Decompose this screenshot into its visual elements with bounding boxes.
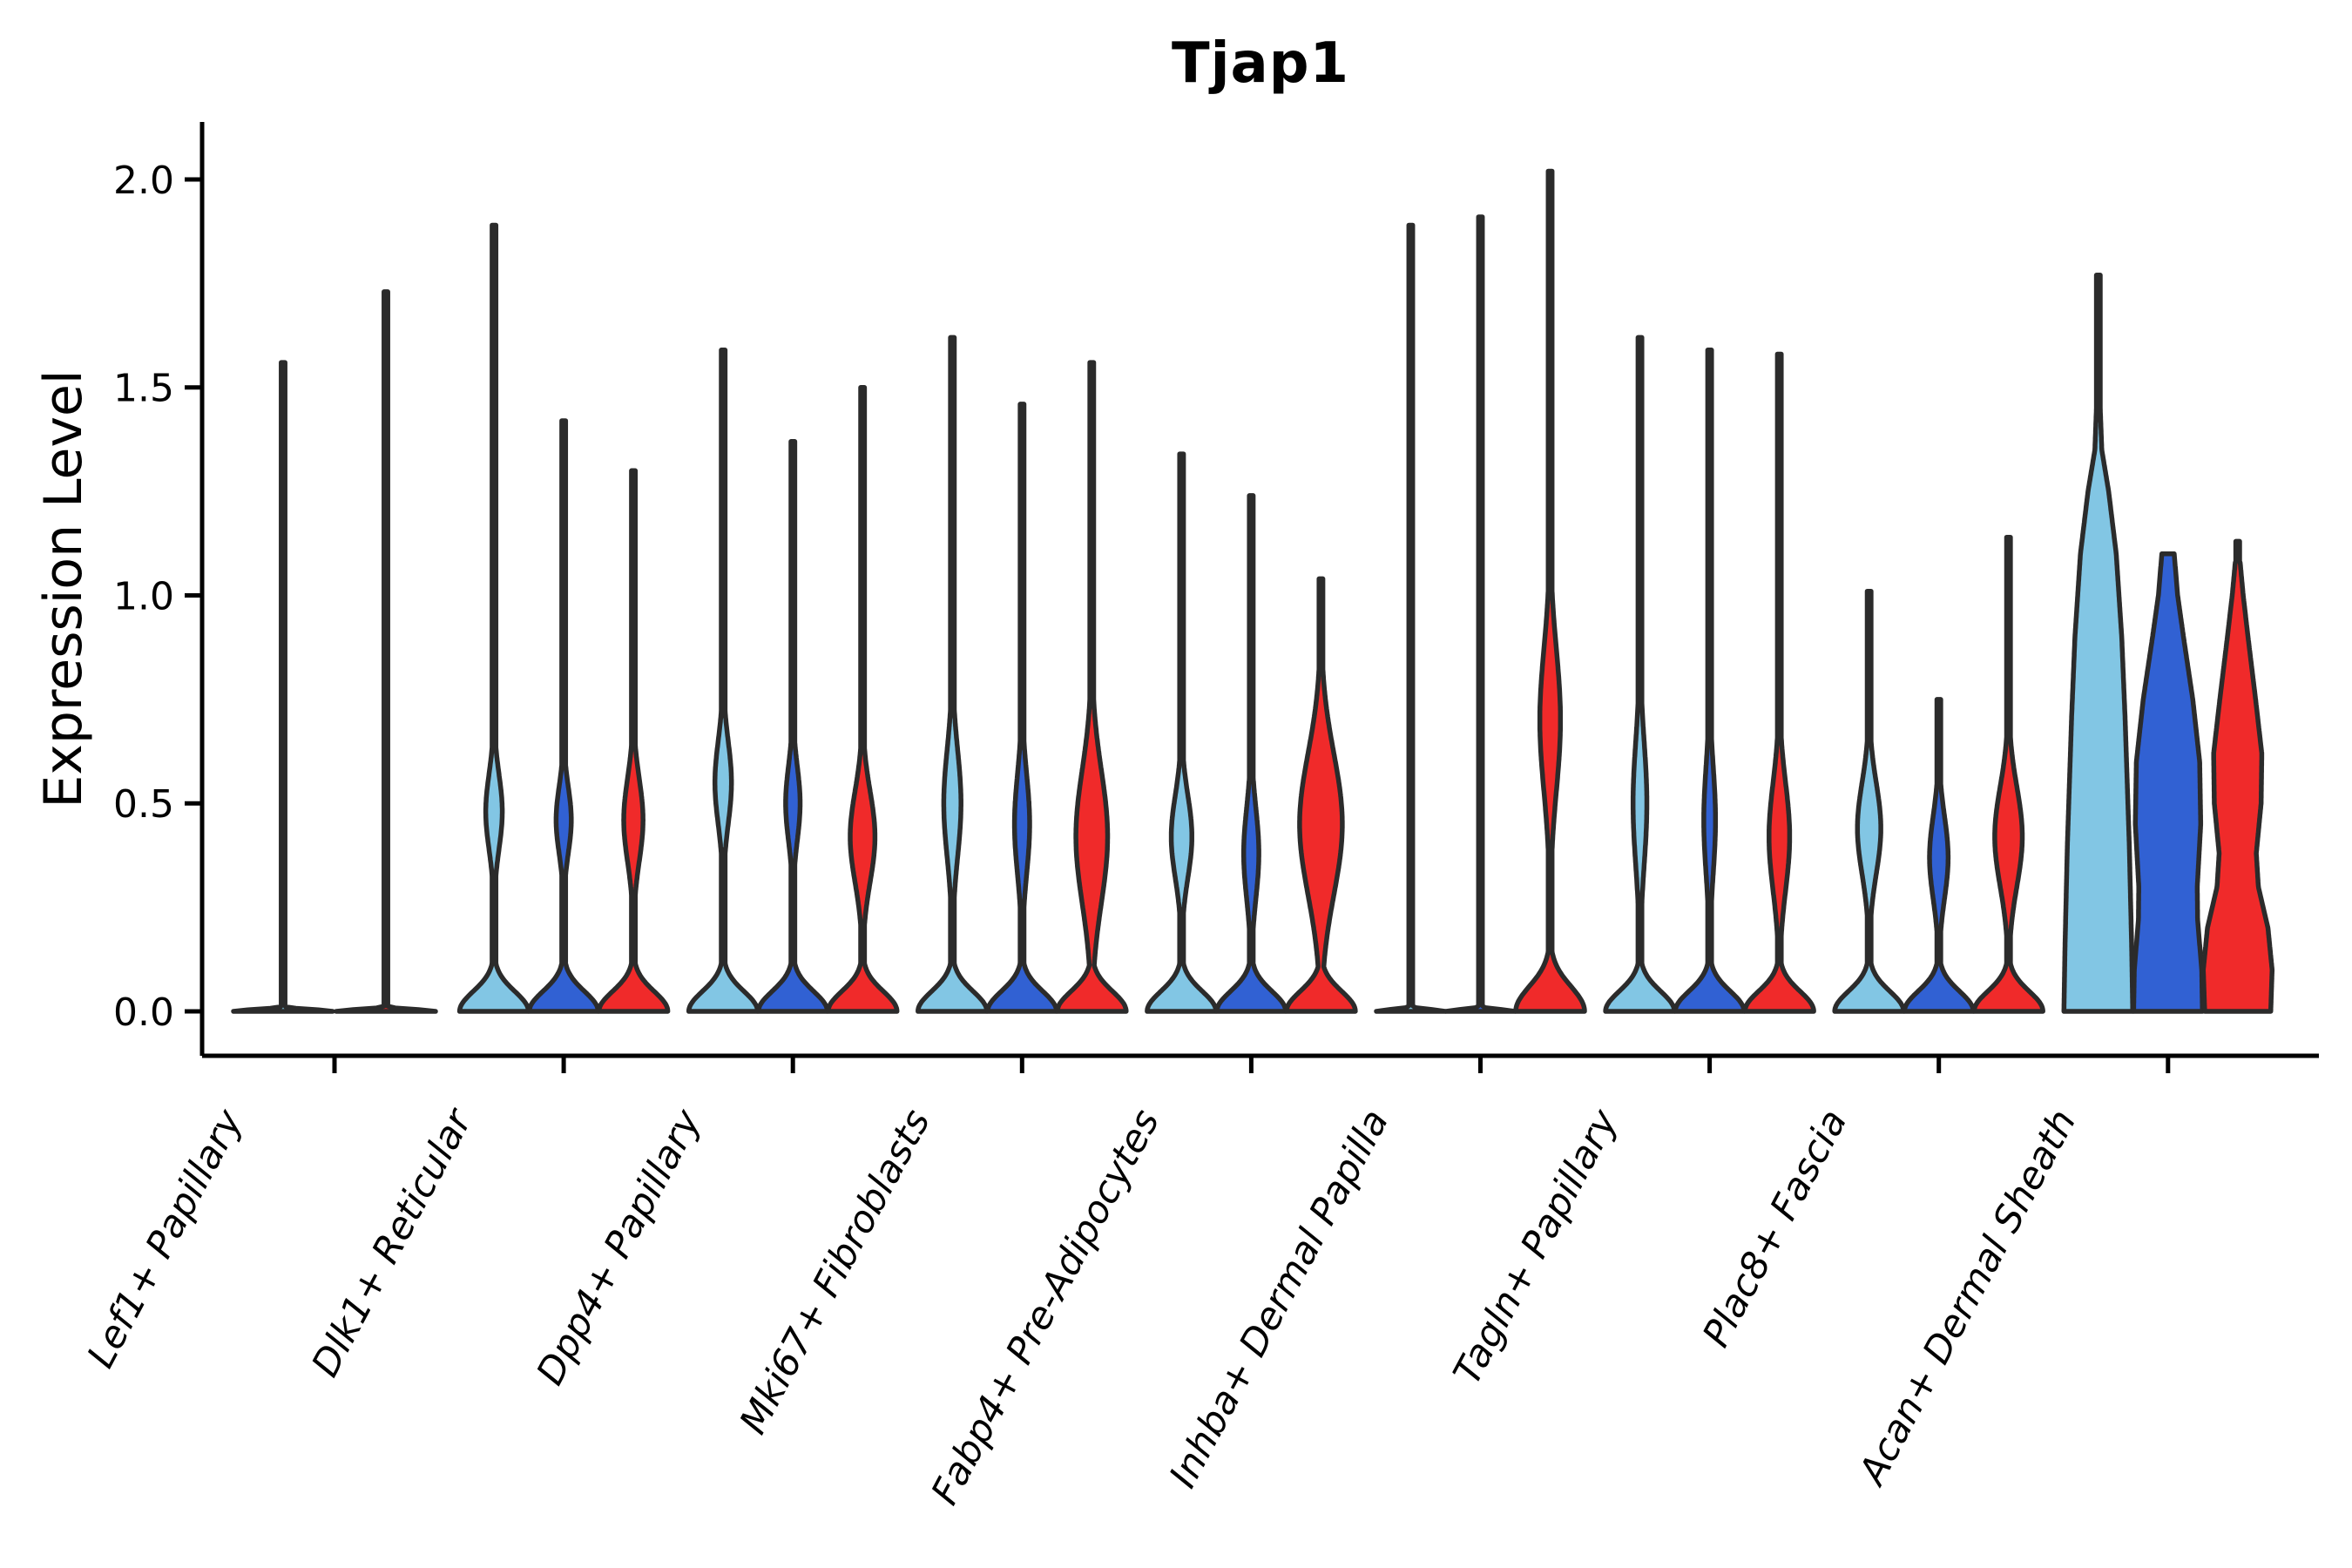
violin — [1513, 168, 1587, 1014]
x-category-label: Acan+ Dermal Sheath — [1849, 1103, 2085, 1494]
x-category-label: Dpp4+ Papillary — [529, 1102, 711, 1392]
violin — [1443, 214, 1517, 1014]
violin — [2131, 551, 2206, 1014]
y-tick-label: 0.0 — [113, 990, 174, 1035]
violin — [1971, 534, 2045, 1014]
violin — [231, 360, 335, 1014]
violin — [755, 439, 830, 1014]
violin — [526, 418, 601, 1014]
violin — [2061, 273, 2136, 1014]
violin — [1055, 360, 1129, 1014]
y-tick-label: 0.5 — [113, 782, 174, 827]
x-category-label: Fabp4+ Pre-Adipocytes — [923, 1103, 1168, 1512]
violin — [985, 402, 1059, 1014]
violin — [456, 222, 531, 1014]
chart-title: Tjap1 — [1171, 31, 1350, 96]
violin — [596, 468, 671, 1014]
x-category-label: Plac8+ Fascia — [1694, 1103, 1855, 1355]
y-tick-label: 2.0 — [113, 159, 174, 203]
violin — [1214, 493, 1288, 1014]
violin — [334, 289, 438, 1014]
x-category-label: Inhba+ Dermal Papilla — [1161, 1103, 1397, 1495]
violin — [1374, 222, 1448, 1014]
violin — [1832, 588, 1906, 1014]
y-tick-label: 1.0 — [113, 574, 174, 618]
x-category-label: Dlk1+ Reticular — [303, 1101, 481, 1384]
x-category-label: Tagln+ Papillary — [1445, 1102, 1626, 1391]
violin — [1145, 451, 1219, 1014]
violin — [825, 385, 900, 1014]
x-category-label: Lef1+ Papillary — [79, 1102, 252, 1375]
x-category-label: Mki67+ Fibroblasts — [732, 1103, 939, 1442]
violin — [1902, 697, 1976, 1014]
violin — [916, 335, 990, 1014]
violin — [1284, 576, 1358, 1014]
violin — [2200, 538, 2275, 1014]
violin — [1673, 348, 1747, 1014]
y-tick-label: 1.5 — [113, 367, 174, 411]
violin — [1603, 335, 1677, 1014]
violin — [1742, 351, 1816, 1014]
violin — [686, 348, 760, 1014]
